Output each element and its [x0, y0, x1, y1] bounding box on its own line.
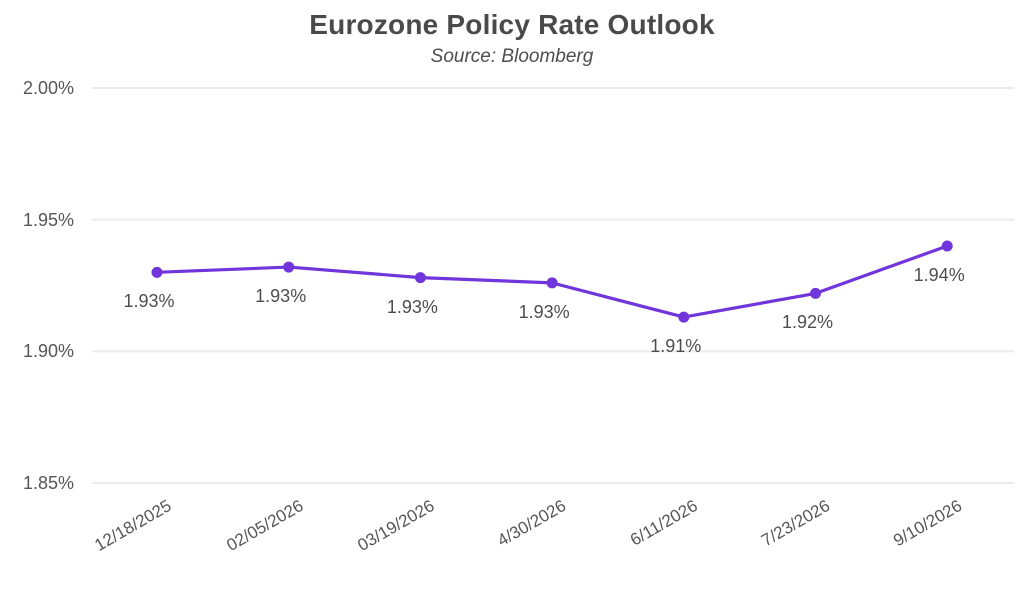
data-point-marker	[414, 272, 426, 284]
data-point-label: 1.93%	[386, 296, 438, 317]
y-axis-tick-label: 1.90%	[22, 341, 74, 362]
data-point-marker	[678, 311, 690, 323]
data-point-marker	[283, 261, 295, 273]
data-point-label: 1.93%	[255, 286, 307, 307]
data-point-marker	[546, 277, 558, 289]
data-point-marker	[810, 287, 821, 299]
data-point-marker	[151, 266, 163, 278]
y-axis-tick-label: 1.85%	[22, 473, 74, 493]
chart-subtitle: Source: Bloomberg	[430, 46, 594, 67]
data-point-label: 1.92%	[781, 312, 834, 333]
data-point-label: 1.94%	[913, 265, 965, 285]
data-point-label: 1.93%	[123, 291, 175, 312]
data-point-marker	[941, 240, 953, 252]
data-point-label: 1.91%	[650, 336, 702, 357]
y-axis-tick-label: 2.00%	[22, 78, 74, 98]
data-point-label: 1.93%	[518, 301, 570, 322]
chart-title: Eurozone Policy Rate Outlook	[309, 9, 715, 40]
y-axis-tick-label: 1.95%	[22, 209, 74, 230]
